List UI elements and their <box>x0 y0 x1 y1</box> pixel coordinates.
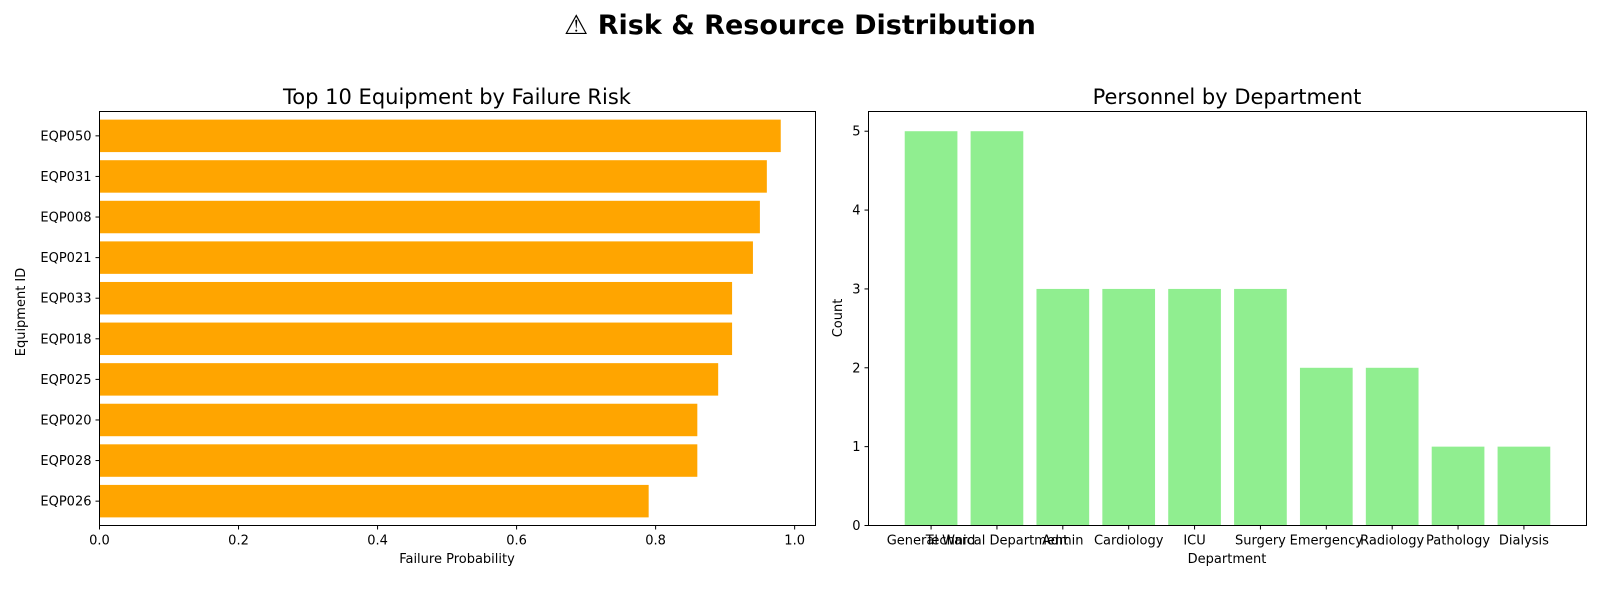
department-label: Emergency <box>1290 534 1364 549</box>
personnel-bar <box>1036 288 1090 526</box>
equipment-id-label: EQP033 <box>40 292 91 307</box>
probability-tick-label: 0.6 <box>506 534 527 549</box>
equipment-bars <box>99 119 781 518</box>
count-tick-label: 0 <box>852 519 860 534</box>
equipment-id-label: EQP050 <box>40 129 91 144</box>
personnel-department-chart: Personnel by Department Department Count… <box>831 85 1587 567</box>
department-label: Dialysis <box>1499 534 1549 549</box>
department-label: General Ward <box>887 534 976 549</box>
equipment-bar <box>99 322 733 356</box>
equipment-bar <box>99 444 698 477</box>
department-label: Surgery <box>1235 534 1286 549</box>
personnel-bar <box>970 131 1024 526</box>
equipment-id-label: EQP020 <box>40 413 91 428</box>
equipment-id-label: EQP021 <box>40 251 91 266</box>
equipment-id-label: EQP028 <box>40 454 91 469</box>
figure-title: ⚠ Risk & Resource Distribution <box>564 10 1036 41</box>
equipment-bar <box>99 484 649 518</box>
personnel-bar <box>1234 288 1287 526</box>
probability-tick-label: 0.8 <box>645 534 666 549</box>
personnel-chart-title: Personnel by Department <box>1093 85 1362 109</box>
personnel-chart-ylabel: Count <box>831 299 846 338</box>
equipment-id-label: EQP025 <box>40 373 91 388</box>
department-label: Pathology <box>1426 534 1490 549</box>
probability-tick-label: 1.0 <box>784 534 805 549</box>
personnel-chart-frame <box>868 111 1587 526</box>
department-label: Cardiology <box>1094 534 1164 549</box>
personnel-chart-xlabel: Department <box>1188 552 1267 567</box>
count-tick-label: 3 <box>852 282 860 297</box>
personnel-bars <box>904 131 1551 526</box>
equipment-chart-title: Top 10 Equipment by Failure Risk <box>282 85 632 109</box>
equipment-y-ticks: EQP050 EQP031 EQP008 EQP021 EQP033 EQP018 EQP0… <box>40 129 100 510</box>
equipment-id-label: EQP018 <box>40 332 91 347</box>
count-tick-label: 4 <box>852 204 860 219</box>
personnel-bar <box>1497 446 1551 526</box>
personnel-bar <box>904 131 958 526</box>
equipment-bar <box>99 403 698 437</box>
personnel-bar <box>1431 446 1485 526</box>
probability-tick-label: 0.2 <box>228 534 249 549</box>
personnel-y-ticks: 0 1 2 3 4 5 <box>852 125 869 534</box>
personnel-bar <box>1299 367 1353 526</box>
equipment-bar <box>99 160 767 193</box>
equipment-bar <box>99 119 781 153</box>
equipment-x-ticks: 0.0 0.2 0.4 0.6 0.8 1.0 <box>89 525 805 549</box>
equipment-id-label: EQP031 <box>40 170 91 185</box>
personnel-bar <box>1168 288 1221 526</box>
equipment-bar <box>99 200 760 234</box>
count-tick-label: 2 <box>852 361 860 376</box>
department-label: Radiology <box>1360 534 1424 549</box>
probability-tick-label: 0.4 <box>367 534 388 549</box>
equipment-bar <box>99 281 733 315</box>
equipment-chart-ylabel: Equipment ID <box>14 268 29 357</box>
equipment-id-label: EQP026 <box>40 495 91 510</box>
count-tick-label: 5 <box>852 125 860 140</box>
equipment-chart-frame <box>99 111 816 526</box>
probability-tick-label: 0.0 <box>89 534 110 549</box>
department-label: ICU <box>1183 534 1205 549</box>
department-label: Admin <box>1042 534 1083 549</box>
equipment-id-label: EQP008 <box>40 211 91 226</box>
equipment-bar <box>99 363 719 396</box>
equipment-risk-chart: Top 10 Equipment by Failure Risk Failure… <box>14 85 816 567</box>
personnel-bar <box>1102 288 1156 526</box>
count-tick-label: 1 <box>852 440 860 455</box>
equipment-chart-xlabel: Failure Probability <box>399 552 515 567</box>
equipment-bar <box>99 241 753 274</box>
department-label: Technical Department <box>925 534 1069 549</box>
personnel-bar <box>1365 367 1419 526</box>
